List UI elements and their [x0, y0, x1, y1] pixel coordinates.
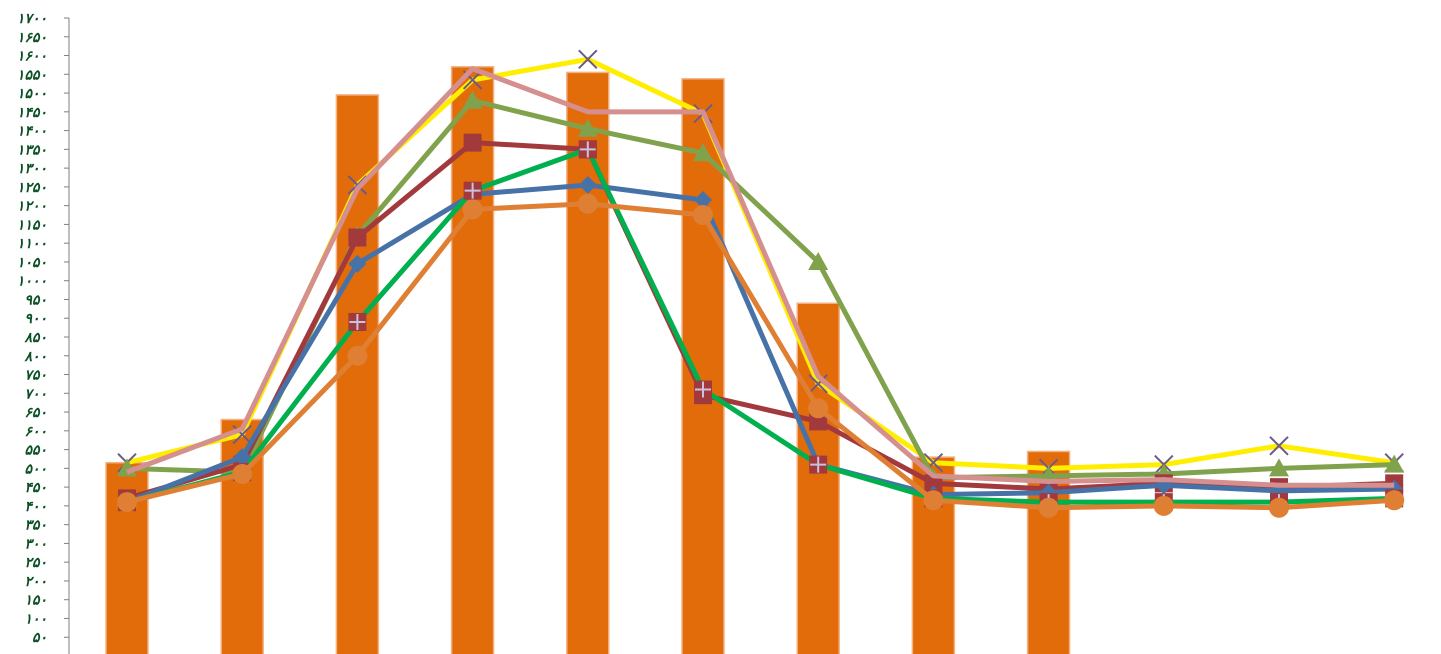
point-marker: [808, 374, 828, 394]
point-marker: [808, 398, 829, 419]
y-tick-label: ۱۰۵۰: [17, 255, 47, 271]
y-tick-label: ۱۰۰: [24, 611, 47, 627]
point-marker-cross: [579, 141, 596, 158]
y-tick-label: ۶۵۰: [24, 405, 47, 421]
y-tick-label: ۱۲۵۰: [17, 180, 47, 196]
point-marker: [694, 191, 712, 210]
series-line: [126, 146, 1395, 505]
y-tick-label: ۵۰: [32, 630, 47, 646]
series-line: [126, 182, 1395, 505]
point-marker: [233, 448, 252, 467]
point-marker: [577, 118, 598, 137]
bar: [566, 71, 610, 654]
point-marker: [1384, 490, 1405, 511]
line-series: [118, 133, 1404, 508]
point-marker: [1153, 495, 1174, 516]
point-marker: [1269, 458, 1289, 477]
point-marker: [578, 49, 598, 69]
y-tick-label: ۵۰۰: [24, 461, 47, 477]
y-tick-label: ۱۴۵۰: [17, 105, 47, 121]
y-tick-label: ۱۳۵۰: [17, 142, 47, 158]
y-axis: ۰ ۵۰ ۱۰۰ ۱۵۰ ۲۰۰ ۲۵۰ ۳۰۰ ۳۵۰ ۴۰۰ ۴۵۰ ۵۰۰ ۵۵۰ ۶۰۰ ۶۵۰ ۷…: [17, 11, 70, 654]
bar: [796, 302, 840, 654]
point-marker: [924, 474, 943, 493]
y-tick-label: ۸۵۰: [23, 330, 47, 346]
y-tick-label: ۱۴۰۰: [17, 124, 47, 140]
point-marker: [347, 345, 368, 366]
y-tick-label: ۴۵۰: [24, 480, 47, 496]
y-tick-label: ۴۰۰: [24, 499, 47, 515]
y-tick-label: ۲۰۰: [24, 574, 47, 590]
point-marker-cross: [349, 313, 366, 330]
y-tick-label: ۱۱۰۰: [17, 236, 47, 252]
series-line: [126, 98, 1395, 481]
series-line: [126, 140, 1395, 501]
line-series: [117, 49, 1404, 479]
y-tick-label: ۱۵۵۰: [17, 67, 47, 83]
y-tick-label: ۲۵۰: [24, 555, 47, 571]
series-line: [126, 201, 1395, 511]
bar: [335, 94, 380, 654]
point-marker: [117, 492, 137, 513]
y-tick-label: ۱۱۵۰: [17, 217, 47, 233]
point-marker: [808, 251, 829, 270]
point-marker: [232, 463, 253, 484]
point-marker: [1384, 454, 1405, 473]
point-marker-cross: [810, 456, 827, 473]
y-tick-label: ۷۰۰: [24, 386, 47, 402]
y-tick-label: ۱۳۰۰: [17, 161, 47, 177]
point-marker-cross: [464, 182, 481, 199]
y-tick-label: ۱۶۵۰: [17, 30, 47, 46]
point-marker: [1269, 497, 1289, 518]
point-marker: [463, 133, 482, 152]
point-marker: [348, 254, 367, 273]
y-tick-label: ۹۵۰: [24, 292, 47, 308]
y-tick-label: ۱۷۰۰: [17, 11, 47, 27]
y-tick-label: ۳۵۰: [24, 518, 47, 534]
y-tick-label: ۳۰۰: [24, 536, 47, 552]
point-marker: [577, 193, 598, 214]
series-line: [126, 66, 1395, 488]
point-marker: [923, 490, 944, 511]
point-marker: [348, 228, 367, 247]
y-tick-label: ۱۵۰۰: [17, 86, 47, 102]
bar: [450, 66, 495, 654]
y-tick-label: ۱۰۰۰: [17, 274, 47, 290]
y-tick-label: ۱۲۰۰: [17, 199, 47, 215]
point-marker-cross: [695, 381, 711, 398]
y-tick-label: ۵۵۰: [24, 443, 47, 459]
point-marker: [1038, 497, 1059, 518]
y-tick-label: ۶۰۰: [24, 424, 47, 440]
y-tick-label: ۸۰۰: [23, 349, 47, 365]
y-tick-label: ۱۶۰۰: [17, 49, 47, 65]
y-tick-label: ۹۰۰: [24, 311, 47, 327]
line-series: [117, 193, 1405, 518]
line-series: [118, 176, 1404, 512]
y-tick-label: ۰: [39, 649, 47, 654]
point-marker: [462, 199, 483, 220]
point-marker: [1269, 436, 1289, 456]
point-marker: [578, 176, 597, 195]
point-marker: [693, 205, 713, 226]
point-marker: [462, 90, 483, 109]
y-tick-label: ۷۵۰: [24, 368, 47, 384]
point-marker: [693, 143, 713, 162]
line-series: [126, 66, 1395, 488]
y-tick-label: ۱۵۰: [24, 593, 47, 609]
line-series-group: [117, 49, 1405, 518]
